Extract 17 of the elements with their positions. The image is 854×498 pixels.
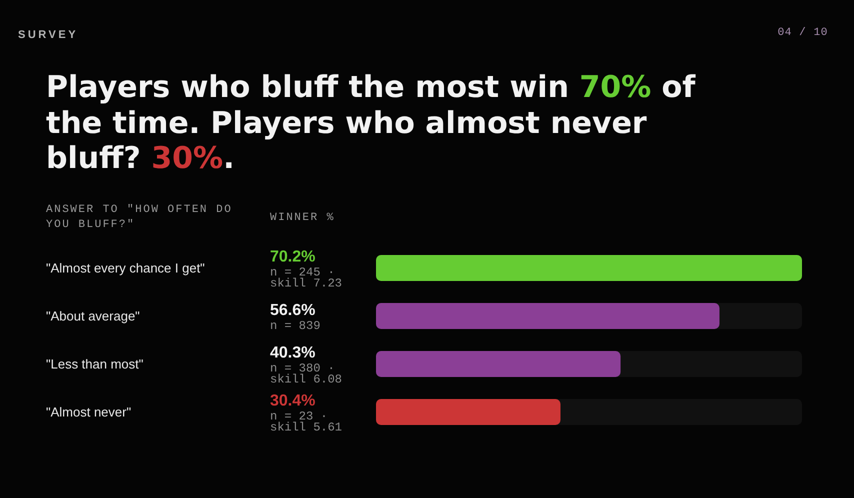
text: SURVEY	[18, 29, 78, 41]
text: n = 23 · skill 5.61	[270, 410, 342, 434]
y-tick-label: "About average"	[46, 308, 140, 324]
data-label: 56.6%	[270, 302, 316, 319]
x-axis-title: WINNER %	[270, 212, 335, 224]
chart-title: Players who bluff the most win 70% of the time. Players who almost never bluff? 30%.	[46, 70, 696, 176]
text: n = 245 · skill 7.23	[270, 266, 342, 290]
text: n = 380 · skill 6.08	[270, 362, 342, 386]
text: 04 / 10	[778, 27, 828, 39]
y-tick-label: "Almost every chance I get"	[46, 260, 206, 276]
text: n = 839	[270, 319, 320, 333]
y-tick-label: "Almost never"	[46, 404, 132, 420]
data-label: 30.4%	[270, 392, 316, 410]
y-axis-title: ANSWER TO "HOW OFTEN DO YOU BLUFF?"	[46, 204, 232, 230]
data-label: 70.2%	[270, 248, 316, 266]
data-label: 40.3%	[270, 344, 316, 362]
y-tick-label: "Less than most"	[46, 356, 144, 372]
